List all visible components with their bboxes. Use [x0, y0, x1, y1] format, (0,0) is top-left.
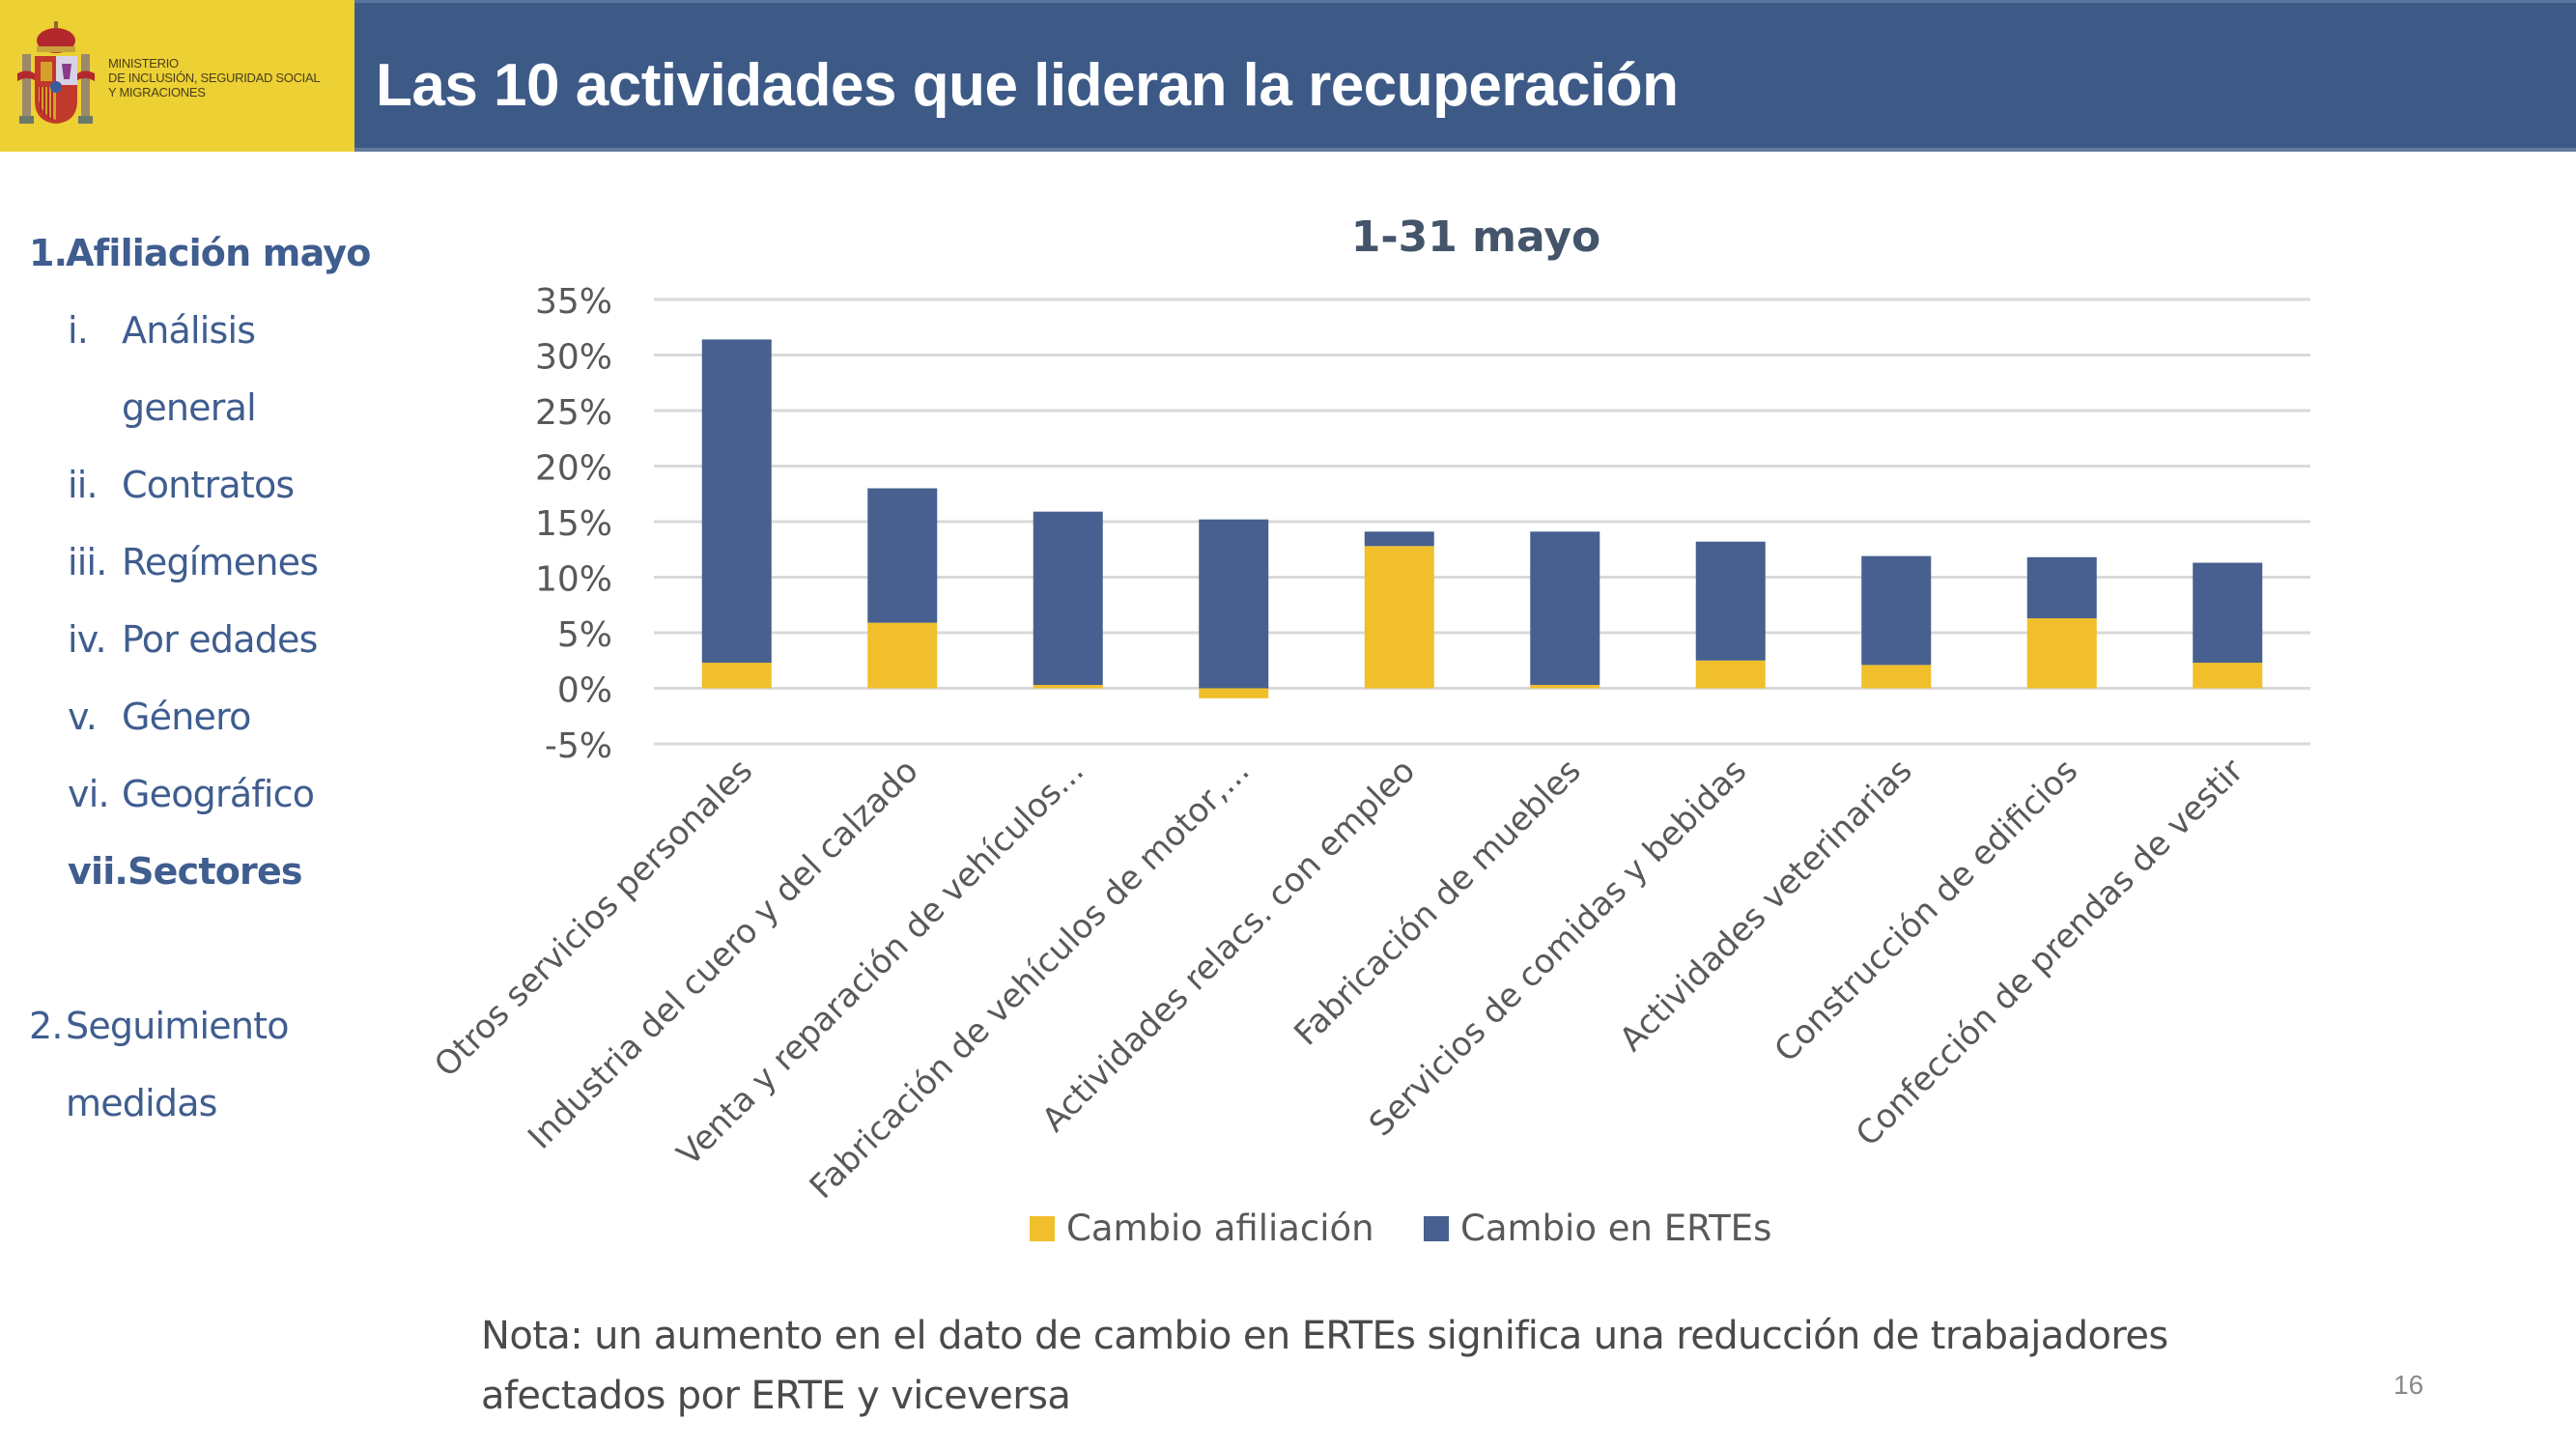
ministry-line: DE INCLUSIÓN, SEGURIDAD SOCIAL [108, 71, 321, 85]
bars [701, 339, 2263, 698]
y-tick-label: 10% [535, 560, 612, 600]
slide-title: Las 10 actividades que lideran la recupe… [376, 52, 1679, 119]
x-tick-label: Otros servicios personales [427, 752, 760, 1085]
footnote-line: Nota: un aumento en el dato de cambio en… [481, 1314, 2168, 1358]
nav-item-number: 2. [29, 1005, 63, 1047]
ministry-name: MINISTERIO DE INCLUSIÓN, SEGURIDAD SOCIA… [108, 56, 321, 99]
nav-item-number: 1. [29, 232, 68, 274]
nav-item-geografico[interactable]: vi. Geográfico [68, 773, 315, 815]
bar-segment-ertes [1861, 555, 1932, 666]
nav-item-afiliacion-mayo[interactable]: 1.Afiliación mayo [29, 232, 371, 274]
footnote-line: afectados por ERTE y viceversa [481, 1374, 1071, 1418]
nav-item-label: general [122, 386, 257, 429]
nav-item-number: vi. [68, 773, 110, 815]
nav-item-seguimiento-medidas[interactable]: 2.Seguimiento [29, 1005, 289, 1047]
nav-item-label: Por edades [122, 618, 318, 661]
legend-swatch [1424, 1216, 1449, 1241]
x-tick-label: Actividades relacs. con empleo [1034, 752, 1423, 1140]
nav-item-label: Regímenes [122, 541, 319, 583]
nav-item-sectores[interactable]: vii.Sectores [68, 850, 303, 893]
header-bar: Las 10 actividades que lideran la recupe… [354, 0, 2576, 152]
x-tick-label: Fabricación de muebles [1287, 752, 1588, 1053]
y-tick-label: 20% [535, 449, 612, 489]
nav-item-label: Seguimiento [66, 1005, 289, 1047]
nav-item-number: vii. [68, 850, 128, 893]
bar-segment-ertes [1199, 519, 1269, 689]
bar-segment-afiliacion [1364, 546, 1434, 689]
bar-segment-ertes [1364, 531, 1434, 547]
ministry-line: Y MIGRACIONES [108, 85, 206, 99]
footnote: Nota: un aumento en el dato de cambio en… [481, 1306, 2364, 1426]
nav-item-genero[interactable]: v. Género [68, 696, 251, 738]
bar-segment-ertes [1033, 511, 1103, 686]
nav-item-number: v. [68, 696, 98, 738]
legend-label: Cambio en ERTEs [1460, 1208, 1771, 1249]
legend-swatch [1030, 1216, 1055, 1241]
nav-item-regimenes[interactable]: iii. Regímenes [68, 541, 319, 583]
bar-segment-ertes [867, 488, 938, 623]
bar-segment-afiliacion [1695, 660, 1766, 689]
bar-segment-afiliacion [867, 622, 938, 689]
nav-item-label: Género [122, 696, 251, 738]
nav-item-por-edades[interactable]: iv. Por edades [68, 618, 318, 661]
bar-segment-afiliacion [1861, 665, 1932, 689]
legend-label: Cambio afiliación [1066, 1208, 1374, 1249]
y-tick-label: 0% [557, 671, 612, 711]
nav-item-label: medidas [66, 1082, 217, 1124]
bar-segment-afiliacion [1199, 688, 1269, 698]
bar-segment-ertes [2193, 562, 2263, 664]
ministry-line: MINISTERIO [108, 56, 179, 71]
bar-segment-ertes [1695, 541, 1766, 661]
y-tick-label: 35% [535, 282, 612, 322]
nav-item-seguimiento-medidas-cont[interactable]: medidas [66, 1082, 217, 1124]
y-tick-label: 30% [535, 338, 612, 378]
nav-item-label: Afiliación mayo [66, 232, 371, 274]
nav-item-analisis-general-cont[interactable]: general [122, 386, 257, 429]
bar-segment-afiliacion [701, 663, 772, 689]
x-tick-label: Construcción de edificios [1768, 752, 2086, 1070]
y-tick-label: -5% [545, 726, 612, 766]
y-tick-label: 15% [535, 504, 612, 544]
nav-item-number: iv. [68, 618, 107, 661]
nav-item-number: iii. [68, 541, 107, 583]
y-tick-label: 5% [557, 615, 612, 655]
y-axis-tick-labels: -5% 0% 5% 10% 15% 20% 25% 30% 35% [535, 282, 612, 766]
bar-segment-ertes [1530, 531, 1600, 686]
nav-item-label: Sectores [127, 850, 302, 893]
y-tick-label: 25% [535, 393, 612, 433]
nav-item-label: Análisis [122, 309, 256, 352]
nav-item-number: ii. [68, 464, 99, 506]
page-number: 16 [2393, 1370, 2424, 1400]
bar-segment-afiliacion [2026, 618, 2097, 689]
x-tick-label: Actividades veterinarias [1612, 752, 1919, 1059]
chart-title: 1-31 mayo [1351, 213, 1601, 262]
legend: Cambio afiliación Cambio en ERTEs [1030, 1208, 1771, 1249]
nav-item-contratos[interactable]: ii. Contratos [68, 464, 295, 506]
bar-segment-afiliacion [1033, 685, 1103, 689]
bar-segment-afiliacion [1530, 685, 1600, 689]
spain-coat-of-arms-icon [17, 21, 95, 124]
nav-item-label: Contratos [122, 464, 295, 506]
nav-item-number: i. [68, 309, 89, 352]
ministry-logo-panel: MINISTERIO DE INCLUSIÓN, SEGURIDAD SOCIA… [0, 0, 354, 152]
bar-segment-ertes [2026, 556, 2097, 619]
nav-item-label: Geográfico [122, 773, 315, 815]
nav-item-analisis-general[interactable]: i. Análisis [68, 309, 256, 352]
bar-segment-ertes [701, 339, 772, 664]
bar-segment-afiliacion [2193, 663, 2263, 689]
